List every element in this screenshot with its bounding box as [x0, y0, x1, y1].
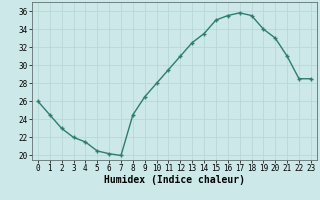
- X-axis label: Humidex (Indice chaleur): Humidex (Indice chaleur): [104, 175, 245, 185]
